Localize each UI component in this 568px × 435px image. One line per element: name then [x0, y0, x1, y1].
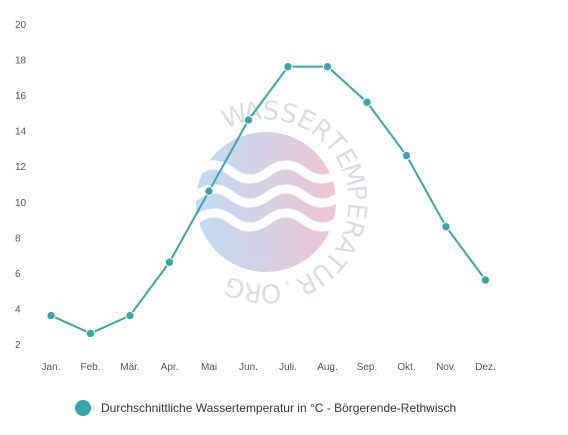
x-tick-label: Sep.	[357, 362, 378, 373]
data-point[interactable]	[480, 275, 491, 285]
x-tick-label: Aug.	[317, 362, 338, 373]
y-tick-label: 6	[15, 269, 21, 280]
watermark-letter: S	[277, 98, 301, 131]
legend-label: Durchschnittliche Wassertemperatur in °C…	[101, 401, 456, 415]
y-tick-label: 14	[15, 127, 27, 138]
data-point[interactable]	[401, 150, 412, 161]
watermark-letter: R	[242, 275, 264, 307]
x-tick-label: Apr.	[161, 362, 179, 373]
x-axis-ticks: Jan. Feb. Mär. Apr. Mai Jun. Juli. Aug. Sep. Okt.…	[42, 362, 496, 373]
y-tick-label: 12	[15, 162, 27, 173]
legend-marker	[75, 400, 91, 416]
y-tick-label: 16	[15, 91, 27, 102]
data-point[interactable]	[322, 61, 333, 72]
x-tick-label: Juli.	[279, 362, 297, 373]
data-point[interactable]	[125, 310, 135, 321]
y-tick-label: 4	[15, 304, 21, 315]
data-point[interactable]	[441, 221, 451, 232]
x-tick-label: Feb.	[80, 362, 100, 373]
watermark-letter: O	[260, 277, 282, 308]
watermark-letter: E	[340, 201, 372, 220]
data-point[interactable]	[243, 115, 254, 125]
x-tick-label: Okt.	[397, 362, 415, 373]
y-tick-label: 18	[15, 56, 27, 67]
x-tick-label: Jan.	[42, 362, 61, 373]
waves-logo-icon	[191, 132, 345, 272]
y-tick-label: 2	[15, 340, 21, 351]
data-point[interactable]	[164, 257, 175, 267]
x-tick-label: Dez.	[475, 362, 496, 373]
y-tick-label: 20	[15, 20, 27, 31]
watermark-letter: S	[262, 96, 280, 127]
data-point[interactable]	[362, 97, 372, 107]
x-tick-label: Mär.	[120, 362, 139, 373]
x-tick-label: Nov.	[436, 362, 456, 373]
y-tick-label: 10	[15, 198, 27, 209]
watermark-letter: P	[340, 184, 371, 203]
y-tick-label: 8	[15, 233, 21, 244]
data-point[interactable]	[85, 328, 96, 339]
data-point[interactable]	[204, 186, 214, 196]
data-point[interactable]	[283, 61, 293, 72]
y-axis-ticks: 2 4 6 8 10 12 14 16 18 20	[15, 20, 27, 351]
data-point[interactable]	[46, 310, 56, 321]
x-tick-label: Mai	[201, 362, 217, 373]
series-line	[50, 65, 487, 335]
series-layer	[46, 61, 491, 339]
x-tick-label: Jun.	[239, 362, 258, 373]
legend: Durchschnittliche Wassertemperatur in °C…	[75, 400, 456, 416]
